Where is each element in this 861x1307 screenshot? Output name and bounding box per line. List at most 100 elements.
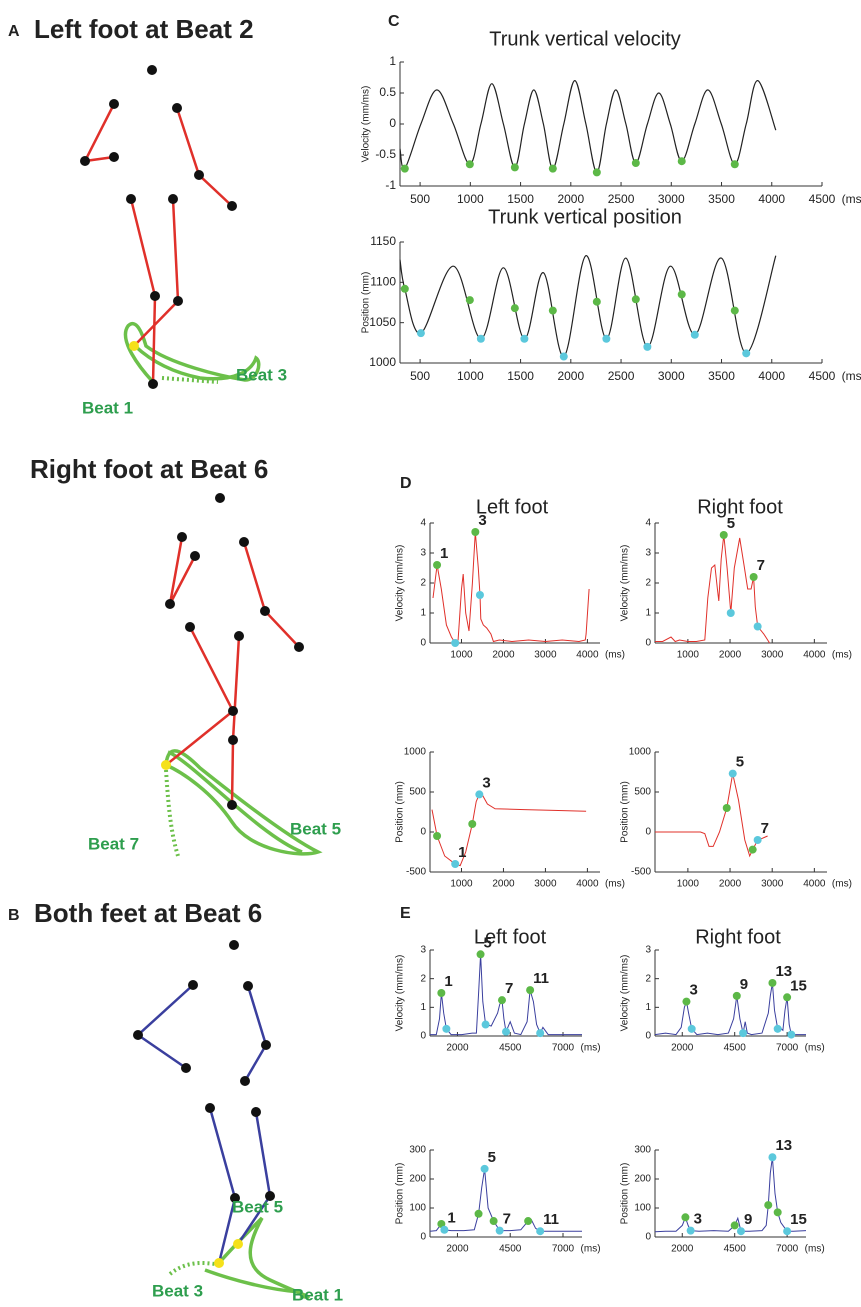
y-tick-label: 500 [409,787,426,798]
y-tick-label: 0 [420,638,426,649]
x-axis-label: (ms) [805,1043,825,1054]
point [768,978,777,987]
point [732,991,741,1000]
point [602,334,611,343]
x-tick-label: 4500 [724,1043,747,1054]
point-label: 11 [533,970,549,987]
y-tick-label: -1 [385,178,396,192]
point [559,352,568,361]
x-tick-label: 2000 [719,879,742,890]
point [753,622,762,631]
chart-title: Right foot [695,926,781,948]
point [475,790,484,799]
y-tick-label: 4 [420,518,426,529]
stick-figure [80,65,261,389]
y-tick-label: -0.5 [375,147,396,161]
point-label: 7 [757,557,765,574]
point [742,349,751,358]
y-tick-label: 0 [645,1031,651,1042]
point [773,1024,782,1033]
x-axis-label: (ms) [605,879,625,890]
point [433,832,442,840]
x-tick-label: 500 [410,192,430,206]
point [502,1027,510,1036]
beat-label: Beat 3 [236,365,287,384]
y-tick-label: 300 [409,1145,426,1156]
beat-label: Beat 5 [232,1197,283,1216]
x-tick-label: 3000 [534,650,557,661]
y-tick-label: 1000 [629,747,652,758]
point [728,769,737,778]
x-tick-label: 1500 [507,369,534,383]
x-axis-label: (ms) [581,1043,601,1054]
point-label: 3 [689,982,697,999]
point-label: 5 [727,515,735,532]
point [768,1153,777,1162]
y-axis-label: Velocity (mm/ms) [620,955,631,1032]
point-label: 1 [458,844,466,861]
x-tick-label: 7000 [552,1043,575,1054]
point [764,1201,773,1210]
point [481,1020,490,1029]
point [442,1024,451,1033]
chart: Trunk vertical position Position (mm) 1000… [361,206,861,383]
beat-label: Beat 5 [290,819,341,838]
line [655,534,771,644]
x-tick-label: 3000 [761,879,784,890]
x-tick-label: 4500 [809,369,836,383]
point-label: 5 [488,1149,496,1166]
point [748,845,757,854]
x-tick-label: 3000 [658,369,685,383]
point [465,296,474,305]
trajectory [164,769,180,857]
x-axis-label: (ms) [832,650,852,661]
chart: Right foot Velocity (mm/ms) 0 1 2 3 4 1000 2000 3… [620,496,852,660]
limbs [135,984,272,1264]
trajectory [164,749,323,856]
y-tick-label: 1 [420,1002,426,1013]
x-tick-label: 4500 [499,1244,522,1255]
point [687,1024,696,1033]
y-tick-label: 200 [634,1174,651,1185]
point [489,1217,498,1226]
point-label: 13 [775,1137,792,1154]
y-tick-label: 3 [420,945,426,956]
panel-label: A [8,23,20,40]
point-label: 5 [736,754,744,771]
trajectory [167,750,303,854]
point-label: 1 [447,1210,455,1227]
y-tick-label: 0 [420,827,426,838]
y-axis-label: Position (mm) [361,272,372,334]
y-tick-label: 300 [634,1145,651,1156]
x-tick-label: 4000 [803,879,826,890]
x-tick-label: 2000 [446,1043,469,1054]
y-axis-label: Position (mm) [620,781,631,843]
point [475,591,484,599]
point-label: 1 [440,545,448,562]
chart: Left foot Velocity (mm/ms) 0 1 2 3 4 1000 2000 30… [395,496,625,660]
x-tick-label: 4000 [758,369,785,383]
point [497,996,506,1005]
point [510,304,519,313]
point-label: 9 [744,1211,752,1228]
x-tick-label: 7000 [552,1244,575,1255]
x-tick-label: 4000 [576,650,599,661]
point-label: 7 [503,1211,511,1228]
y-tick-label: 1 [645,608,651,619]
line [399,79,777,174]
point [682,997,691,1006]
point [643,342,652,351]
x-tick-label: 500 [410,369,430,383]
point [437,989,446,997]
figure-title: Both feet at Beat 6 [34,898,262,928]
point [592,297,601,306]
point [495,1226,504,1235]
y-tick-label: -500 [631,867,651,878]
joints [80,65,237,389]
x-tick-label: 1000 [450,650,473,661]
y-tick-label: 1050 [369,315,396,329]
x-axis-label: (ms) [842,369,861,383]
x-tick-label: 1000 [450,879,473,890]
x-tick-label: 2000 [671,1043,694,1054]
point [690,330,699,339]
